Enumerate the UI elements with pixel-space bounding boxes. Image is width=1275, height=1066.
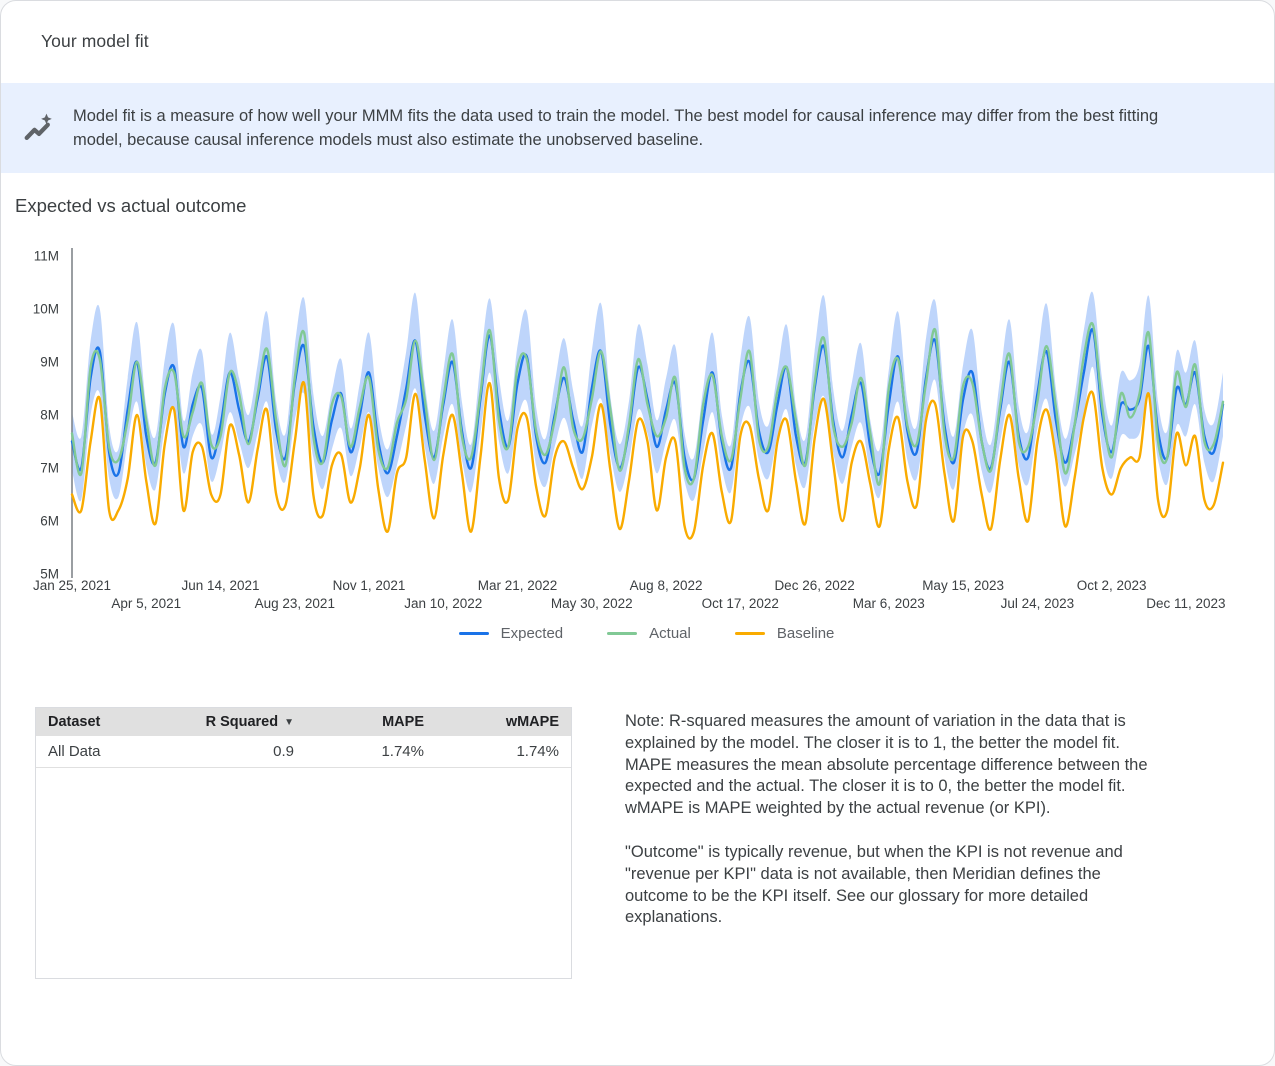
model-fit-table: Dataset R Squared ▼ MAPE wMAPE All Data 0… xyxy=(35,707,572,979)
col-header-wmape[interactable]: wMAPE xyxy=(436,708,571,736)
x-tick-label: Aug 23, 2021 xyxy=(255,596,335,611)
legend-label-expected: Expected xyxy=(500,625,564,642)
page-title: Your model fit xyxy=(41,31,149,51)
note-text: Note: R-squared measures the amount of v… xyxy=(625,711,1165,951)
title-bar: Your model fit xyxy=(1,1,1274,83)
col-header-dataset[interactable]: Dataset xyxy=(36,708,186,736)
info-banner: Model fit is a measure of how well your … xyxy=(1,83,1274,173)
x-tick-label: Jan 10, 2022 xyxy=(404,596,482,611)
sort-descending-icon: ▼ xyxy=(284,717,294,728)
x-tick-label: Oct 2, 2023 xyxy=(1077,578,1147,593)
y-tick-label: 11M xyxy=(34,249,59,264)
x-tick-label: Dec 11, 2023 xyxy=(1146,596,1225,611)
x-tick-label: Nov 1, 2021 xyxy=(333,578,406,593)
y-tick-label: 9M xyxy=(40,355,59,370)
y-tick-label: 7M xyxy=(40,461,59,476)
legend-label-baseline: Baseline xyxy=(776,625,835,642)
chart-section-title: Expected vs actual outcome xyxy=(15,195,247,216)
rsquared-header-label: R Squared xyxy=(205,714,279,730)
x-tick-label: Apr 5, 2021 xyxy=(111,596,181,611)
chart-legend: Expected Actual Baseline xyxy=(1,625,1274,642)
baseline-line xyxy=(70,381,1225,540)
x-tick-label: Jun 14, 2021 xyxy=(181,578,259,593)
x-tick-label: May 30, 2022 xyxy=(551,596,633,611)
legend-label-actual: Actual xyxy=(649,625,691,642)
table-row: All Data 0.9 1.74% 1.74% xyxy=(36,736,571,768)
expected-line-swatch xyxy=(458,632,489,635)
x-tick-label: Jul 24, 2023 xyxy=(1001,596,1075,611)
x-tick-label: Aug 8, 2022 xyxy=(630,578,703,593)
y-tick-label: 10M xyxy=(33,302,59,317)
note-paragraph-outcome: "Outcome" is typically revenue, but when… xyxy=(625,842,1123,927)
legend-item-expected: Expected xyxy=(458,625,564,642)
y-tick-label: 5M xyxy=(40,567,59,582)
note-paragraph-metrics: Note: R-squared measures the amount of v… xyxy=(625,712,1148,818)
cell-wmape: 1.74% xyxy=(436,736,571,768)
cell-dataset: All Data xyxy=(36,736,186,768)
legend-item-actual: Actual xyxy=(607,625,691,642)
col-header-mape[interactable]: MAPE xyxy=(306,708,436,736)
table-header-row: Dataset R Squared ▼ MAPE wMAPE xyxy=(36,708,571,736)
cell-mape: 1.74% xyxy=(306,736,436,768)
y-tick-label: 6M xyxy=(40,514,59,529)
baseline-line-swatch xyxy=(734,632,765,635)
actual-line xyxy=(70,321,1225,486)
actual-line-swatch xyxy=(607,632,638,635)
legend-item-baseline: Baseline xyxy=(734,625,835,642)
cell-rsquared: 0.9 xyxy=(186,736,306,768)
x-tick-label: Dec 26, 2022 xyxy=(774,578,854,593)
x-tick-label: Oct 17, 2022 xyxy=(702,596,779,611)
info-banner-text: Model fit is a measure of how well your … xyxy=(73,107,1159,149)
x-tick-label: Jan 25, 2021 xyxy=(33,578,111,593)
col-header-rsquared[interactable]: R Squared ▼ xyxy=(186,708,306,736)
x-tick-label: Mar 6, 2023 xyxy=(853,596,925,611)
insights-icon xyxy=(23,112,55,144)
x-tick-label: May 15, 2023 xyxy=(922,578,1004,593)
x-tick-label: Mar 21, 2022 xyxy=(478,578,558,593)
y-tick-label: 8M xyxy=(40,408,59,423)
